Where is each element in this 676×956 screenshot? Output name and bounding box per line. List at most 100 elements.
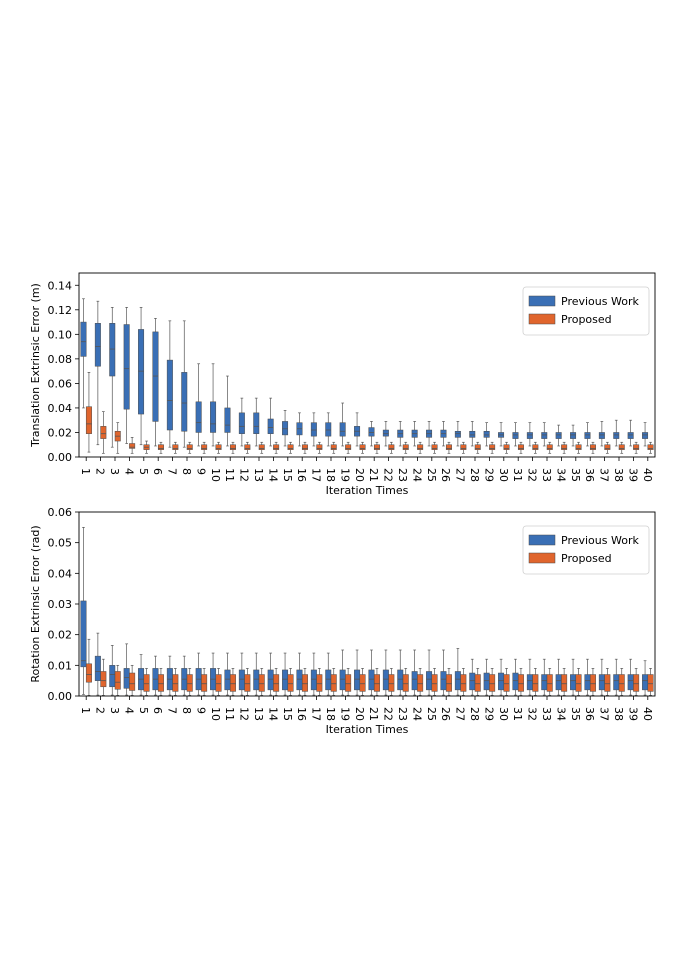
box-body [85,663,92,683]
box-proposed-13 [258,441,265,454]
box-body [215,444,222,450]
box-body [575,444,582,450]
box-previous-40 [642,422,649,447]
box-proposed-7 [172,668,179,696]
x-tick-label: 34 [554,707,567,721]
box-proposed-40 [647,441,654,454]
legend-label-proposed: Proposed [561,313,612,326]
box-proposed-2 [100,658,107,696]
x-tick-label: 20 [353,468,366,482]
x-tick-label: 9 [194,468,207,475]
x-tick-label: 3 [108,468,121,475]
box-body [642,432,649,439]
box-previous-29 [483,422,490,447]
box-previous-28 [469,421,476,447]
box-body [373,674,380,692]
box-proposed-12 [244,668,251,696]
box-proposed-29 [489,441,496,454]
box-previous-35 [570,658,577,696]
box-proposed-17 [316,668,323,696]
box-body [80,321,87,357]
box-body [157,444,164,450]
y-tick-label: 0.02 [48,629,73,642]
box-previous-34 [555,658,562,696]
box-previous-2 [94,300,101,446]
chart-panel-2: 0.000.010.020.030.040.050.061 2 3 4 5 6 7 8 9 10 1… [29,506,656,736]
box-body [287,444,294,450]
box-previous-31 [512,658,519,696]
series-previous-work [80,298,649,448]
box-proposed-5 [143,668,150,696]
box-previous-25 [426,649,433,696]
box-body [123,668,130,689]
box-previous-3 [109,306,116,448]
box-proposed-10 [215,668,222,696]
box-body [431,444,438,450]
legend-label-previous-work: Previous Work [561,295,639,308]
box-proposed-21 [373,668,380,696]
x-tick-label: 39 [626,468,639,482]
x-tick-label: 40 [641,468,654,482]
x-tick-label: 23 [396,707,409,721]
box-previous-23 [397,421,404,447]
box-body [589,444,596,450]
box-proposed-4 [129,664,136,696]
box-body [382,429,389,437]
x-tick-label: 28 [468,707,481,721]
box-body [166,359,173,431]
y-tick-label: 0.00 [48,690,73,703]
box-proposed-24 [417,441,424,454]
x-tick-label: 16 [295,707,308,721]
box-proposed-6 [157,441,164,454]
box-proposed-8 [186,441,193,454]
box-previous-35 [570,424,577,447]
box-body [498,672,505,691]
box-proposed-23 [402,441,409,454]
box-previous-39 [627,419,634,447]
box-body [627,674,634,691]
box-previous-7 [166,655,173,696]
box-previous-30 [498,422,505,447]
box-body [469,430,476,438]
y-tick-label: 0.01 [48,659,73,672]
box-proposed-15 [287,668,294,696]
x-tick-label: 32 [526,707,539,721]
x-axis-label: Iteration Times [326,484,409,497]
x-tick-label: 33 [540,468,553,482]
box-proposed-20 [359,668,366,696]
box-previous-16 [296,652,303,696]
legend: Previous Work Proposed [522,286,650,336]
x-tick-label: 28 [468,468,481,482]
box-proposed-37 [604,441,611,454]
box-body [368,427,375,437]
box-proposed-5 [143,440,150,454]
box-body [604,444,611,450]
box-previous-2 [94,632,101,696]
y-tick-label: 0.06 [48,506,73,519]
x-tick-label: 38 [612,468,625,482]
box-body [244,444,251,450]
box-body [296,669,303,691]
box-body [454,671,461,691]
box-body [114,671,121,690]
box-body [267,418,274,434]
x-tick-label: 26 [439,468,452,482]
x-tick-label: 13 [252,468,265,482]
box-proposed-14 [273,441,280,454]
box-previous-33 [541,658,548,696]
box-body [224,669,231,691]
box-proposed-30 [503,668,510,696]
x-tick-label: 10 [209,707,222,721]
box-proposed-26 [445,668,452,696]
box-proposed-32 [532,441,539,454]
box-body [129,443,136,449]
box-previous-8 [181,320,188,448]
box-previous-7 [166,320,173,448]
x-tick-label: 2 [94,707,107,714]
box-body [157,674,164,692]
x-tick-label: 31 [511,707,524,721]
box-proposed-3 [114,664,121,696]
box-proposed-19 [345,668,352,696]
x-tick-label: 22 [382,468,395,482]
box-proposed-11 [229,668,236,696]
